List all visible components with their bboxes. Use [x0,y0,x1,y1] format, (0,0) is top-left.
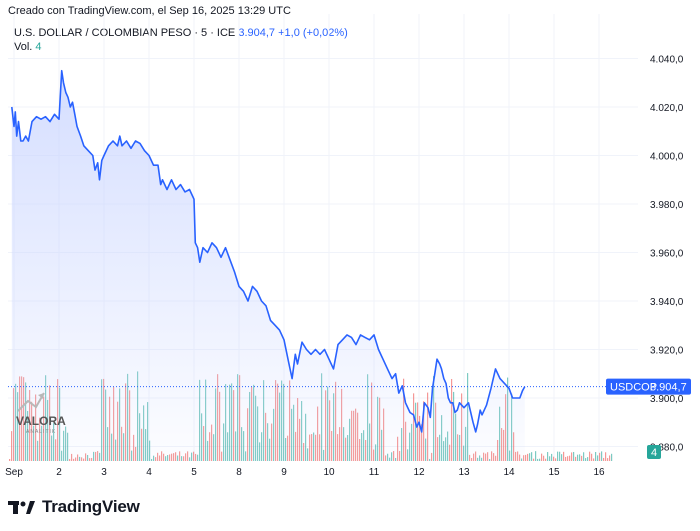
volume-bar [599,452,601,461]
volume-bar [529,453,531,461]
x-tick-label: 8 [236,467,242,478]
volume-bar [567,456,569,461]
valora-name: VALORA [16,414,66,428]
volume-bar [11,431,13,461]
volume-tag: 4 [647,445,661,459]
y-tick-label: 3.900,0 [650,394,684,405]
y-axis[interactable]: 4.040,0 4.020,0 4.000,0 3.980,0 3.960,0 3.940… [650,55,684,454]
y-tick-label: 4.020,0 [650,103,684,114]
tradingview-logo-icon [8,501,35,514]
volume-bar [533,458,535,461]
volume-value: 4 [35,41,42,53]
volume-bar [595,452,597,461]
y-tick-label: 4.040,0 [650,55,684,66]
volume-bar [571,452,573,461]
volume-bar [577,454,579,461]
x-tick-label: 3 [101,467,107,478]
y-tick-label: 3.880,0 [650,442,684,453]
volume-bar [611,453,613,461]
volume-tag-value: 4 [651,447,657,459]
x-tick-label: 12 [413,467,425,478]
y-tick-label: 3.940,0 [650,297,684,308]
x-tick-label: 10 [323,467,335,478]
volume-bar [581,455,583,461]
volume-bar [527,453,529,461]
y-tick-label: 4.000,0 [650,152,684,163]
volume-bar [583,452,585,461]
y-tick-label: 3.980,0 [650,200,684,211]
x-tick-label: 5 [191,467,197,478]
volume-bar [563,451,565,461]
volume-bar [535,451,537,461]
chart-legend: U.S. DOLLAR / COLOMBIAN PESO · 5 · ICE 3… [14,26,348,54]
volume-bar [543,455,545,461]
volume-bar [603,457,605,461]
volume-bar [555,458,557,461]
price-tag-value: 3.904,7 [650,382,687,394]
volume-bar [525,454,527,461]
volume-bar [557,451,559,461]
volume-bar [573,451,575,461]
valora-mark-icon [17,392,45,412]
price-tag: USDCOP 3.904,7 [606,378,691,395]
x-tick-label: Sep [5,467,23,478]
valora-sub: ANALITIK [26,429,56,435]
volume-bar [589,451,591,461]
price-area [11,70,525,461]
volume-bar [539,458,541,461]
price-change: +1,0 (+0,02%) [278,27,348,39]
volume-bar [587,457,589,461]
y-tick-label: 3.920,0 [650,345,684,356]
x-tick-label: 15 [548,467,560,478]
volume-bar [579,454,581,461]
volume-bar [541,453,543,461]
x-tick-label: 16 [593,467,605,478]
volume-bar [553,456,555,461]
chart-credit: Creado con TradingView.com, el Sep 16, 2… [8,5,291,17]
last-price: 3.904,7 [238,27,276,39]
valora-logo: VALORA ANALITIK [10,385,80,440]
volume-bar [601,451,603,461]
x-tick-label: 14 [503,467,515,478]
volume-bar [585,458,587,461]
x-tick-label: 13 [458,467,470,478]
x-tick-label: 9 [281,467,287,478]
tradingview-wordmark: TradingView [42,497,140,516]
volume-bar [609,455,611,461]
volume-bar [607,458,609,461]
volume-bar [575,456,577,461]
volume-bar [561,454,563,461]
volume-label[interactable]: Vol. [14,41,33,53]
volume-bar [565,456,567,461]
volume-bar [531,452,533,461]
legend-symbol-row: U.S. DOLLAR / COLOMBIAN PESO · 5 · ICE 3… [14,26,348,40]
x-tick-label: 11 [369,467,380,478]
volume-bar [551,453,553,461]
volume-bar [591,453,593,461]
volume-bar [559,451,561,461]
volume-bar [549,456,551,461]
legend-volume-row: Vol. 4 [14,40,348,54]
price-tag-ticker: USDCOP [610,382,657,394]
volume-bar [547,452,549,461]
x-tick-label: 4 [146,467,152,478]
x-axis[interactable]: Sep 2 3 4 5 8 9 10 11 12 13 14 15 16 [5,467,605,478]
x-tick-label: 2 [56,467,62,478]
volume-bar [9,458,11,461]
volume-bar [605,452,607,461]
volume-bar [545,458,547,461]
price-line [11,69,526,433]
symbol-title[interactable]: U.S. DOLLAR / COLOMBIAN PESO · 5 · ICE [14,27,236,39]
tradingview-brand[interactable]: TradingView [8,497,140,517]
volume-bar [537,458,539,461]
y-tick-label: 3.960,0 [650,249,684,260]
volume-bar [593,458,595,461]
volume-bar [569,455,571,461]
volume-bar [597,455,599,461]
